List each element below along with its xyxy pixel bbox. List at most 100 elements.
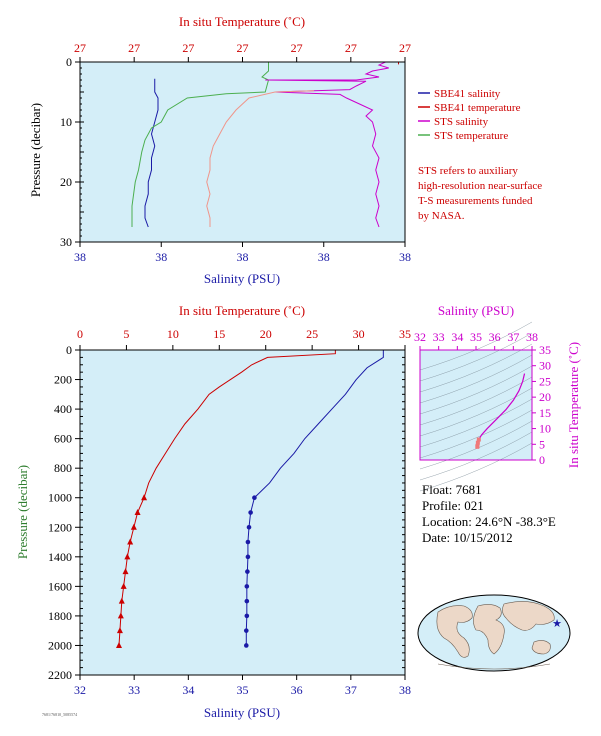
ts-y-tick-label: 5: [539, 437, 545, 451]
salinity-marker: [244, 613, 250, 619]
main-x-top-tick-label: 15: [213, 327, 225, 341]
ts-y-tick-label: 30: [539, 359, 551, 373]
legend-entry: SBE41 salinity: [434, 88, 501, 100]
top-x-bottom-tick-label: 38: [318, 250, 330, 264]
note-line-2: high-resolution near-surface: [418, 180, 542, 192]
main-y-tick-label: 800: [54, 461, 72, 475]
density-contour: [419, 376, 533, 426]
map-land-americas: [436, 605, 473, 658]
density-contour: [419, 431, 533, 481]
density-contour: [419, 409, 533, 459]
top-x-top-tick-label: 27: [237, 41, 249, 55]
main-y-tick-label: 1400: [48, 550, 72, 564]
salinity-marker: [245, 554, 251, 560]
ts-x-tick-label: 37: [507, 330, 519, 344]
ts-title-salinity: Salinity (PSU): [438, 303, 514, 318]
ts-y-tick-label: 20: [539, 390, 551, 404]
legend-entry: STS salinity: [434, 116, 489, 128]
temperature-marker: [117, 612, 124, 619]
main-y-tick-label: 1600: [48, 579, 72, 593]
legend-entry: STS temperature: [434, 130, 508, 142]
top-title-temperature: In situ Temperature (˚C): [179, 14, 305, 29]
temperature-marker: [124, 553, 131, 560]
salinity-marker: [244, 584, 250, 589]
top-y-tick-label: 30: [60, 235, 72, 249]
map-land-asia: [502, 601, 555, 631]
top-y-tick-label: 0: [66, 55, 72, 69]
density-contour: [419, 387, 533, 437]
map-land-antarctica: [437, 663, 551, 670]
main-plot-area: [80, 350, 405, 675]
ts-series-group: [475, 373, 526, 449]
footer-id: 7681/76810_5085574: [42, 712, 77, 717]
main-y-tick-label: 1800: [48, 609, 72, 623]
main-series-group: [116, 350, 384, 648]
main-series-line: [245, 350, 384, 646]
top-x-bottom-tick-label: 38: [74, 250, 86, 264]
main-x-bottom-tick-label: 37: [345, 683, 357, 697]
salinity-marker: [246, 524, 252, 530]
main-y-tick-label: 1000: [48, 491, 72, 505]
top-y-tick-label: 10: [60, 115, 72, 129]
ts-y-tick-label: 0: [539, 453, 545, 467]
main-x-bottom-tick-label: 38: [399, 683, 411, 697]
density-contour: [419, 365, 533, 415]
top-plot-area: [80, 62, 405, 242]
temperature-marker: [134, 509, 141, 515]
float-info: Float: 7681 Profile: 021 Location: 24.6°…: [422, 482, 556, 545]
main-x-top-tick-label: 25: [306, 327, 318, 341]
ts-marker: [476, 437, 481, 442]
ts-x-tick-label: 38: [526, 330, 538, 344]
temperature-marker: [120, 582, 127, 589]
main-x-top-tick-label: 20: [260, 327, 272, 341]
top-legend: SBE41 salinity SBE41 temperature STS salin…: [418, 88, 521, 142]
top-series-line: [131, 62, 270, 227]
ts-y-tick-label: 35: [539, 343, 551, 357]
top-series-line: [144, 78, 159, 228]
main-y-tick-label: 2000: [48, 638, 72, 652]
main-y-tick-label: 2200: [48, 668, 72, 682]
ts-marker: [475, 440, 480, 445]
date: Date: 10/15/2012: [422, 530, 513, 545]
density-contour: [419, 354, 533, 404]
ts-ylabel-temperature: In situ Temperature (˚C): [566, 342, 581, 468]
main-y-tick-label: 1200: [48, 520, 72, 534]
float-id: Float: 7681: [422, 482, 482, 497]
main-chart: 0200400600800100012001400160018002000220…: [15, 303, 411, 720]
top-x-bottom-tick-label: 38: [399, 250, 411, 264]
density-contour: [419, 332, 533, 382]
top-x-top-tick-label: 27: [345, 41, 357, 55]
note-line-4: by NASA.: [418, 210, 465, 222]
top-x-bottom-tick-label: 38: [155, 250, 167, 264]
profile-id: Profile: 021: [422, 498, 484, 513]
main-x-bottom-tick-label: 32: [74, 683, 86, 697]
temperature-marker: [118, 597, 125, 604]
main-x-bottom-tick-label: 36: [291, 683, 303, 697]
note-line-3: T-S measurements funded: [418, 195, 533, 207]
temperature-marker: [130, 523, 137, 530]
top-x-top-tick-label: 27: [399, 41, 411, 55]
map-land-australia: [531, 640, 551, 655]
salinity-marker: [243, 643, 249, 648]
salinity-marker: [248, 510, 253, 515]
temperature-marker: [116, 627, 123, 634]
temperature-marker: [141, 494, 148, 501]
top-x-bottom-tick-label: 38: [237, 250, 249, 264]
salinity-marker: [245, 539, 251, 545]
main-x-bottom-tick-label: 33: [128, 683, 140, 697]
salinity-marker: [245, 569, 250, 574]
main-x-top-tick-label: 30: [353, 327, 365, 341]
main-y-tick-label: 0: [66, 343, 72, 357]
top-x-top-tick-label: 27: [291, 41, 303, 55]
sts-note: STS refers to auxiliary high-resolution …: [418, 165, 542, 222]
note-line-1: STS refers to auxiliary: [418, 165, 518, 177]
ts-x-tick-label: 33: [433, 330, 445, 344]
salinity-marker: [252, 495, 257, 501]
ts-x-tick-label: 34: [451, 330, 463, 344]
top-xlabel-salinity: Salinity (PSU): [204, 271, 280, 286]
top-y-tick-label: 20: [60, 175, 72, 189]
